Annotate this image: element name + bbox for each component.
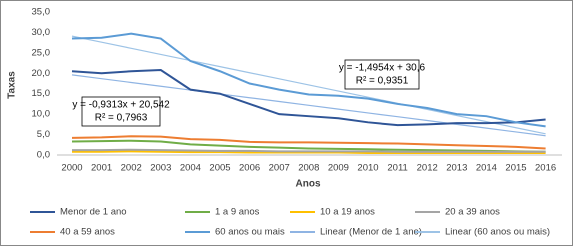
y-tick-label: 15,0: [32, 88, 51, 99]
annotation-text: R² = 0,9351: [356, 76, 409, 87]
x-tick-label: 2000: [61, 163, 82, 174]
x-tick-label: 2001: [91, 163, 112, 174]
legend-label: Linear (Menor de 1 ano): [320, 227, 422, 238]
y-tick-label: 35,0: [32, 7, 51, 18]
trend-line: [71, 35, 546, 135]
annotation-text: R² = 0,7963: [95, 113, 148, 124]
legend-label: 40 a 59 anos: [60, 227, 115, 238]
series-line: [72, 148, 546, 153]
x-tick-label: 2011: [387, 163, 407, 174]
series-line: [71, 135, 546, 150]
x-tick-label: 2006: [239, 163, 260, 174]
x-tick-label: 2008: [298, 163, 319, 174]
legend-label: Menor de 1 ano: [60, 207, 127, 218]
legend-label: 1 a 9 anos: [215, 207, 260, 218]
x-tick-label: 2003: [150, 163, 171, 174]
y-tick-label: 5,0: [37, 129, 50, 140]
legend-label: 20 a 39 anos: [445, 207, 500, 218]
y-tick-label: 10,0: [32, 109, 51, 120]
x-tick-label: 2007: [269, 163, 290, 174]
y-axis-title: Taxas: [7, 71, 18, 99]
annotation-text: y = -0,9313x + 20,542: [72, 100, 170, 111]
x-tick-label: 2004: [180, 163, 201, 174]
y-tick-label: 0,0: [37, 150, 50, 161]
x-tick-label: 2005: [209, 163, 230, 174]
x-tick-label: 2010: [357, 163, 378, 174]
annotation-box: [344, 59, 420, 90]
legend-label: Linear (60 anos ou mais): [445, 227, 550, 238]
trend-line: [71, 74, 546, 137]
y-tick-label: 25,0: [32, 47, 51, 58]
x-tick-label: 2002: [121, 163, 142, 174]
annotation-text: y = -1,4954x + 30,6: [339, 63, 426, 74]
legend-label: 60 anos ou mais: [215, 227, 285, 238]
series-line: [71, 69, 546, 127]
x-tick-label: 2016: [535, 163, 556, 174]
annotation-box: [81, 96, 161, 127]
x-tick-label: 2009: [328, 163, 349, 174]
x-tick-label: 2012: [417, 163, 438, 174]
x-tick-label: 2013: [446, 163, 467, 174]
x-tick-label: 2014: [476, 163, 497, 174]
series-line: [72, 150, 546, 154]
series-line: [71, 139, 546, 153]
series-line: [71, 32, 546, 128]
x-tick-label: 2015: [505, 163, 526, 174]
legend-label: 10 a 19 anos: [320, 207, 375, 218]
y-tick-label: 30,0: [32, 27, 51, 38]
y-tick-label: 20,0: [32, 68, 51, 79]
x-axis-title: Anos: [296, 179, 321, 190]
